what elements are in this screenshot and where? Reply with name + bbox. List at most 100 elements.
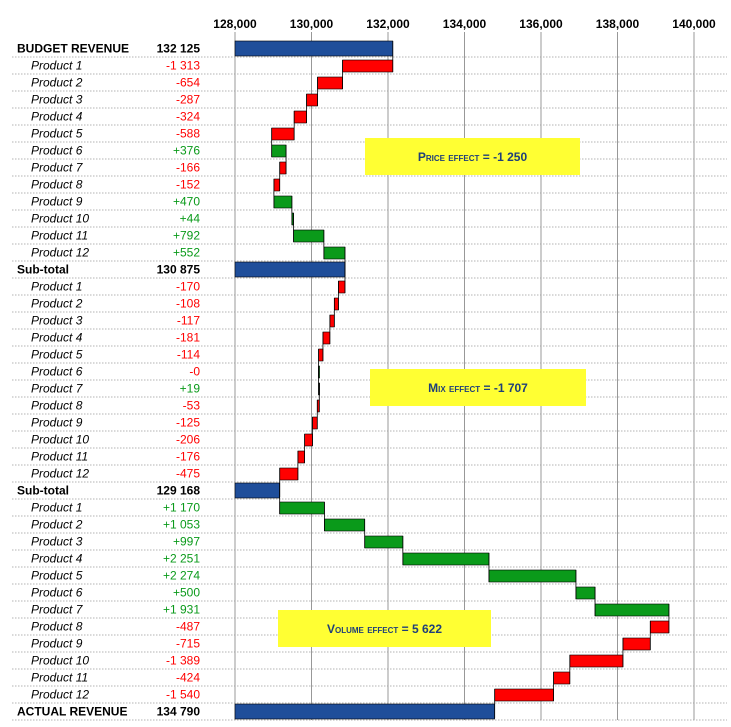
product-row-label: Product 4 xyxy=(31,331,83,345)
product-row-label: Product 6 xyxy=(31,586,83,600)
row-value: +500 xyxy=(173,586,200,600)
row-value: -487 xyxy=(176,620,200,634)
row-value: +792 xyxy=(173,229,200,243)
product-row-label: Product 4 xyxy=(31,110,83,124)
price-effect-label: Price effect = xyxy=(417,149,490,164)
mix-effect-callout: Mix effect = -1 707 xyxy=(370,369,586,406)
product-row-label: Product 1 xyxy=(31,59,82,73)
product-row-label: Product 7 xyxy=(31,382,84,396)
row-value: -206 xyxy=(176,433,200,447)
row-value: 130 875 xyxy=(157,263,201,277)
x-tick-label: 134,000 xyxy=(443,17,487,31)
decrease-bar xyxy=(342,59,394,73)
volume-effect-label: Volume effect = xyxy=(326,621,409,636)
product-row-label: Product 11 xyxy=(31,671,88,685)
product-row-label: Product 12 xyxy=(31,467,89,481)
row-value: 132 125 xyxy=(157,42,201,56)
decrease-bar xyxy=(329,314,335,328)
product-row-label: Product 12 xyxy=(31,246,89,260)
decrease-bar xyxy=(293,110,307,124)
decrease-bar xyxy=(317,76,343,90)
row-value: 129 168 xyxy=(157,484,201,498)
product-row-label: Product 2 xyxy=(31,76,83,90)
product-row-label: Product 2 xyxy=(31,518,83,532)
row-value: -715 xyxy=(176,637,200,651)
row-value: -181 xyxy=(176,331,200,345)
x-tick-label: 128,000 xyxy=(213,17,257,31)
increase-bar xyxy=(293,229,325,243)
row-value: -475 xyxy=(176,467,200,481)
row-value: -324 xyxy=(176,110,200,124)
product-row-label: Product 1 xyxy=(31,501,82,515)
product-row-label: Product 7 xyxy=(31,161,84,175)
row-value: -588 xyxy=(176,127,200,141)
product-row-label: Product 9 xyxy=(31,416,83,430)
increase-bar xyxy=(575,586,596,600)
product-row-label: Product 1 xyxy=(31,280,82,294)
increase-bar xyxy=(364,535,404,549)
product-row-label: Product 9 xyxy=(31,637,83,651)
decrease-bar xyxy=(322,331,331,345)
increase-bar xyxy=(402,552,490,566)
row-value: -166 xyxy=(176,161,200,175)
total-bar xyxy=(234,261,346,278)
product-row-label: Product 10 xyxy=(31,212,89,226)
volume-effect-callout: Volume effect = 5 622 xyxy=(278,610,491,647)
increase-bar xyxy=(279,501,325,515)
decrease-bar xyxy=(553,671,571,685)
row-value: +1 931 xyxy=(163,603,200,617)
row-value: -117 xyxy=(177,314,200,328)
product-row-label: Product 6 xyxy=(31,144,83,158)
increase-bar xyxy=(488,569,577,583)
row-value: -654 xyxy=(176,76,200,90)
decrease-bar xyxy=(494,688,554,702)
product-row-label: Product 10 xyxy=(31,433,89,447)
product-row-label: Product 5 xyxy=(31,348,83,362)
product-row-label: Product 4 xyxy=(31,552,83,566)
product-row-label: Product 5 xyxy=(31,569,83,583)
decrease-bar xyxy=(622,637,651,651)
bar-layer xyxy=(234,40,670,720)
decrease-bar xyxy=(318,348,324,362)
product-row-label: Product 8 xyxy=(31,178,83,192)
decrease-bar xyxy=(569,654,624,668)
increase-bar xyxy=(273,195,293,209)
row-value: -125 xyxy=(176,416,200,430)
row-value: -53 xyxy=(183,399,201,413)
x-tick-label: 138,000 xyxy=(596,17,640,31)
row-value: -1 540 xyxy=(166,688,200,702)
row-value: -287 xyxy=(176,93,200,107)
product-row-label: Product 3 xyxy=(31,535,83,549)
decrease-bar xyxy=(312,416,318,430)
x-tick-label: 140,000 xyxy=(672,17,716,31)
total-row-label: Sub-total xyxy=(17,484,69,498)
row-value: 134 790 xyxy=(157,705,201,719)
mix-effect-label: Mix effect = xyxy=(428,380,491,395)
row-value: +997 xyxy=(173,535,200,549)
row-value: +2 251 xyxy=(163,552,200,566)
mix-effect-value: -1 707 xyxy=(493,380,528,395)
x-tick-label: 136,000 xyxy=(519,17,563,31)
row-layer: BUDGET REVENUE 132 125 Product 1 -1 313 Prod… xyxy=(12,42,727,721)
row-value: -152 xyxy=(176,178,200,192)
product-row-label: Product 7 xyxy=(31,603,84,617)
row-value: +19 xyxy=(180,382,201,396)
product-row-label: Product 6 xyxy=(31,365,83,379)
total-row-label: Sub-total xyxy=(17,263,69,277)
price-effect-callout: Price effect = -1 250 xyxy=(365,138,580,175)
product-row-label: Product 11 xyxy=(31,229,88,243)
increase-bar xyxy=(324,518,366,532)
product-row-label: Product 8 xyxy=(31,620,83,634)
row-value: -170 xyxy=(176,280,200,294)
decrease-bar xyxy=(334,297,339,311)
decrease-bar xyxy=(338,280,346,294)
price-effect-value: -1 250 xyxy=(493,149,528,164)
tick-layer: 128,000 130,000 132,000 134,000 136,000 138,0… xyxy=(213,17,716,31)
decrease-bar xyxy=(304,433,313,447)
row-value: -424 xyxy=(176,671,200,685)
decrease-bar xyxy=(297,450,305,464)
row-value: +1 170 xyxy=(163,501,200,515)
row-value: -1 389 xyxy=(166,654,200,668)
decrease-bar xyxy=(279,161,287,175)
